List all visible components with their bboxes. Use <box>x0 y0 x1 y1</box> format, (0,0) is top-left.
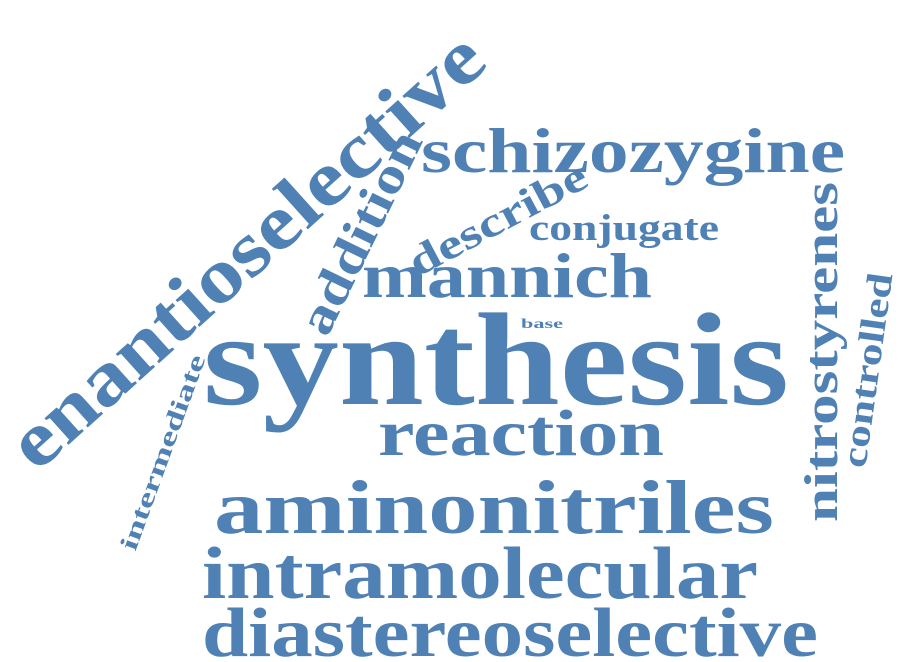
word-reaction: reaction <box>378 397 664 470</box>
word-diastereoselective: diastereoselective <box>202 595 818 662</box>
word-schizozygine: schizozygine <box>421 115 845 186</box>
word-base: base <box>521 317 563 332</box>
word-aminonitriles: aminonitriles <box>214 466 774 550</box>
word-intramolecular: intramolecular <box>202 533 758 615</box>
word-nitrostyrenes: nitrostyrenes <box>795 182 848 522</box>
word-conjugate: conjugate <box>529 208 719 249</box>
word-mannich: mannich <box>362 240 652 311</box>
word-synthesis: synthesis <box>203 286 789 433</box>
